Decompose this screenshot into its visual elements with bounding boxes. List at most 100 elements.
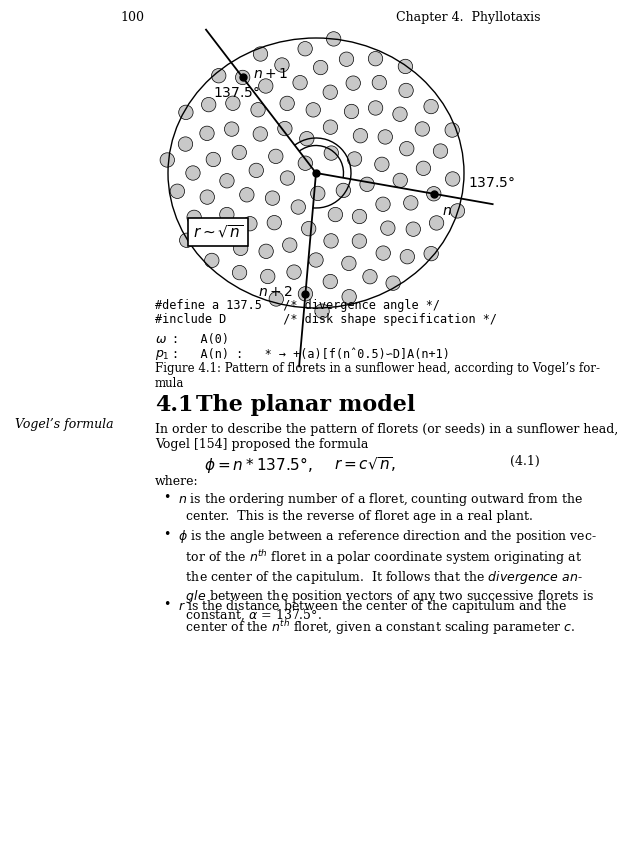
Circle shape	[393, 107, 407, 121]
Text: $n+1$: $n+1$	[253, 67, 288, 82]
Circle shape	[378, 130, 392, 144]
Text: $\phi = n * 137.5°,$: $\phi = n * 137.5°,$	[204, 455, 312, 475]
Text: 4.1: 4.1	[155, 394, 194, 416]
Text: $137.5°$: $137.5°$	[468, 176, 515, 190]
Circle shape	[268, 149, 283, 164]
Circle shape	[433, 144, 448, 158]
Circle shape	[386, 276, 400, 290]
Circle shape	[398, 59, 413, 73]
Circle shape	[211, 68, 226, 83]
Circle shape	[282, 238, 297, 252]
Circle shape	[253, 126, 268, 141]
Text: 100: 100	[120, 11, 144, 24]
Circle shape	[344, 105, 359, 119]
Circle shape	[200, 190, 215, 204]
Circle shape	[342, 289, 356, 303]
Circle shape	[280, 96, 294, 110]
Circle shape	[324, 234, 338, 248]
Circle shape	[445, 123, 460, 137]
Text: $r \sim \sqrt{n}$: $r \sim \sqrt{n}$	[193, 223, 243, 240]
Circle shape	[232, 145, 246, 159]
Circle shape	[226, 96, 240, 110]
Circle shape	[406, 222, 420, 236]
Text: (4.1): (4.1)	[510, 455, 540, 468]
Circle shape	[424, 246, 439, 260]
Circle shape	[427, 186, 441, 201]
Circle shape	[179, 105, 193, 120]
Circle shape	[234, 241, 248, 255]
Text: #define a 137.5   /* divergence angle */: #define a 137.5 /* divergence angle */	[155, 299, 440, 312]
Text: $n+2$: $n+2$	[258, 285, 294, 299]
Circle shape	[424, 99, 438, 114]
Circle shape	[278, 121, 292, 136]
Text: Figure 4.1: Pattern of florets in a sunflower head, according to Vogel’s for-
mu: Figure 4.1: Pattern of florets in a sunf…	[155, 362, 600, 390]
Circle shape	[259, 244, 273, 259]
Circle shape	[258, 78, 273, 94]
Text: $n$: $n$	[442, 204, 451, 217]
Circle shape	[206, 153, 220, 167]
Circle shape	[360, 177, 374, 191]
Circle shape	[275, 58, 289, 72]
Circle shape	[220, 174, 234, 188]
Circle shape	[261, 269, 275, 284]
Circle shape	[446, 172, 460, 186]
Circle shape	[353, 128, 368, 143]
Text: where:: where:	[155, 475, 199, 488]
Circle shape	[328, 207, 342, 222]
Circle shape	[404, 196, 418, 210]
Text: $p_1$: $p_1$	[155, 348, 170, 362]
Circle shape	[242, 217, 257, 231]
Text: $\phi$ is the angle between a reference direction and the position vec-
  tor of: $\phi$ is the angle between a reference …	[178, 528, 597, 623]
Circle shape	[225, 122, 239, 137]
Circle shape	[376, 197, 390, 212]
Circle shape	[185, 166, 200, 180]
Circle shape	[336, 183, 351, 197]
Circle shape	[200, 126, 214, 141]
Circle shape	[323, 274, 337, 289]
Circle shape	[315, 304, 329, 319]
Text: $n$ is the ordering number of a floret, counting outward from the
  center.  Thi: $n$ is the ordering number of a floret, …	[178, 491, 583, 523]
Text: In order to describe the pattern of florets (or seeds) in a sunflower head,
Voge: In order to describe the pattern of flor…	[155, 423, 618, 451]
Text: $\omega$: $\omega$	[155, 333, 167, 346]
Circle shape	[293, 76, 307, 90]
Circle shape	[450, 204, 465, 218]
Circle shape	[249, 164, 263, 178]
Text: $r$ is the distance between the center of the capitulum and the
  center of the : $r$ is the distance between the center o…	[178, 598, 575, 636]
Circle shape	[323, 85, 337, 99]
Circle shape	[170, 184, 185, 198]
Text: :   A(n) :   * → +(a)[f(nˆ0.5)∽D]A(n+1): : A(n) : * → +(a)[f(nˆ0.5)∽D]A(n+1)	[172, 348, 450, 361]
Circle shape	[313, 61, 328, 75]
Circle shape	[393, 173, 408, 188]
Circle shape	[415, 121, 430, 137]
Circle shape	[187, 210, 201, 224]
Circle shape	[346, 76, 360, 90]
Circle shape	[287, 265, 301, 279]
Circle shape	[299, 132, 314, 146]
Circle shape	[342, 256, 356, 271]
Circle shape	[353, 209, 367, 223]
Circle shape	[324, 146, 339, 160]
Circle shape	[327, 32, 341, 46]
Text: #include D        /* disk shape specification */: #include D /* disk shape specification *…	[155, 313, 497, 326]
Circle shape	[235, 70, 250, 84]
Circle shape	[363, 270, 377, 284]
Circle shape	[339, 52, 354, 67]
Circle shape	[179, 137, 192, 151]
Circle shape	[311, 186, 325, 201]
Circle shape	[232, 266, 247, 280]
Circle shape	[399, 142, 414, 156]
Text: •: •	[163, 598, 170, 611]
Circle shape	[372, 75, 387, 89]
Circle shape	[220, 207, 234, 222]
Circle shape	[209, 229, 223, 244]
Circle shape	[348, 152, 361, 166]
Circle shape	[375, 157, 389, 171]
Circle shape	[400, 250, 415, 264]
Circle shape	[269, 292, 284, 306]
Circle shape	[380, 221, 395, 235]
Circle shape	[291, 200, 306, 214]
Circle shape	[204, 253, 219, 267]
Circle shape	[309, 253, 323, 267]
Text: $r = c\sqrt{n},$: $r = c\sqrt{n},$	[334, 455, 396, 474]
Text: The planar model: The planar model	[196, 394, 415, 416]
